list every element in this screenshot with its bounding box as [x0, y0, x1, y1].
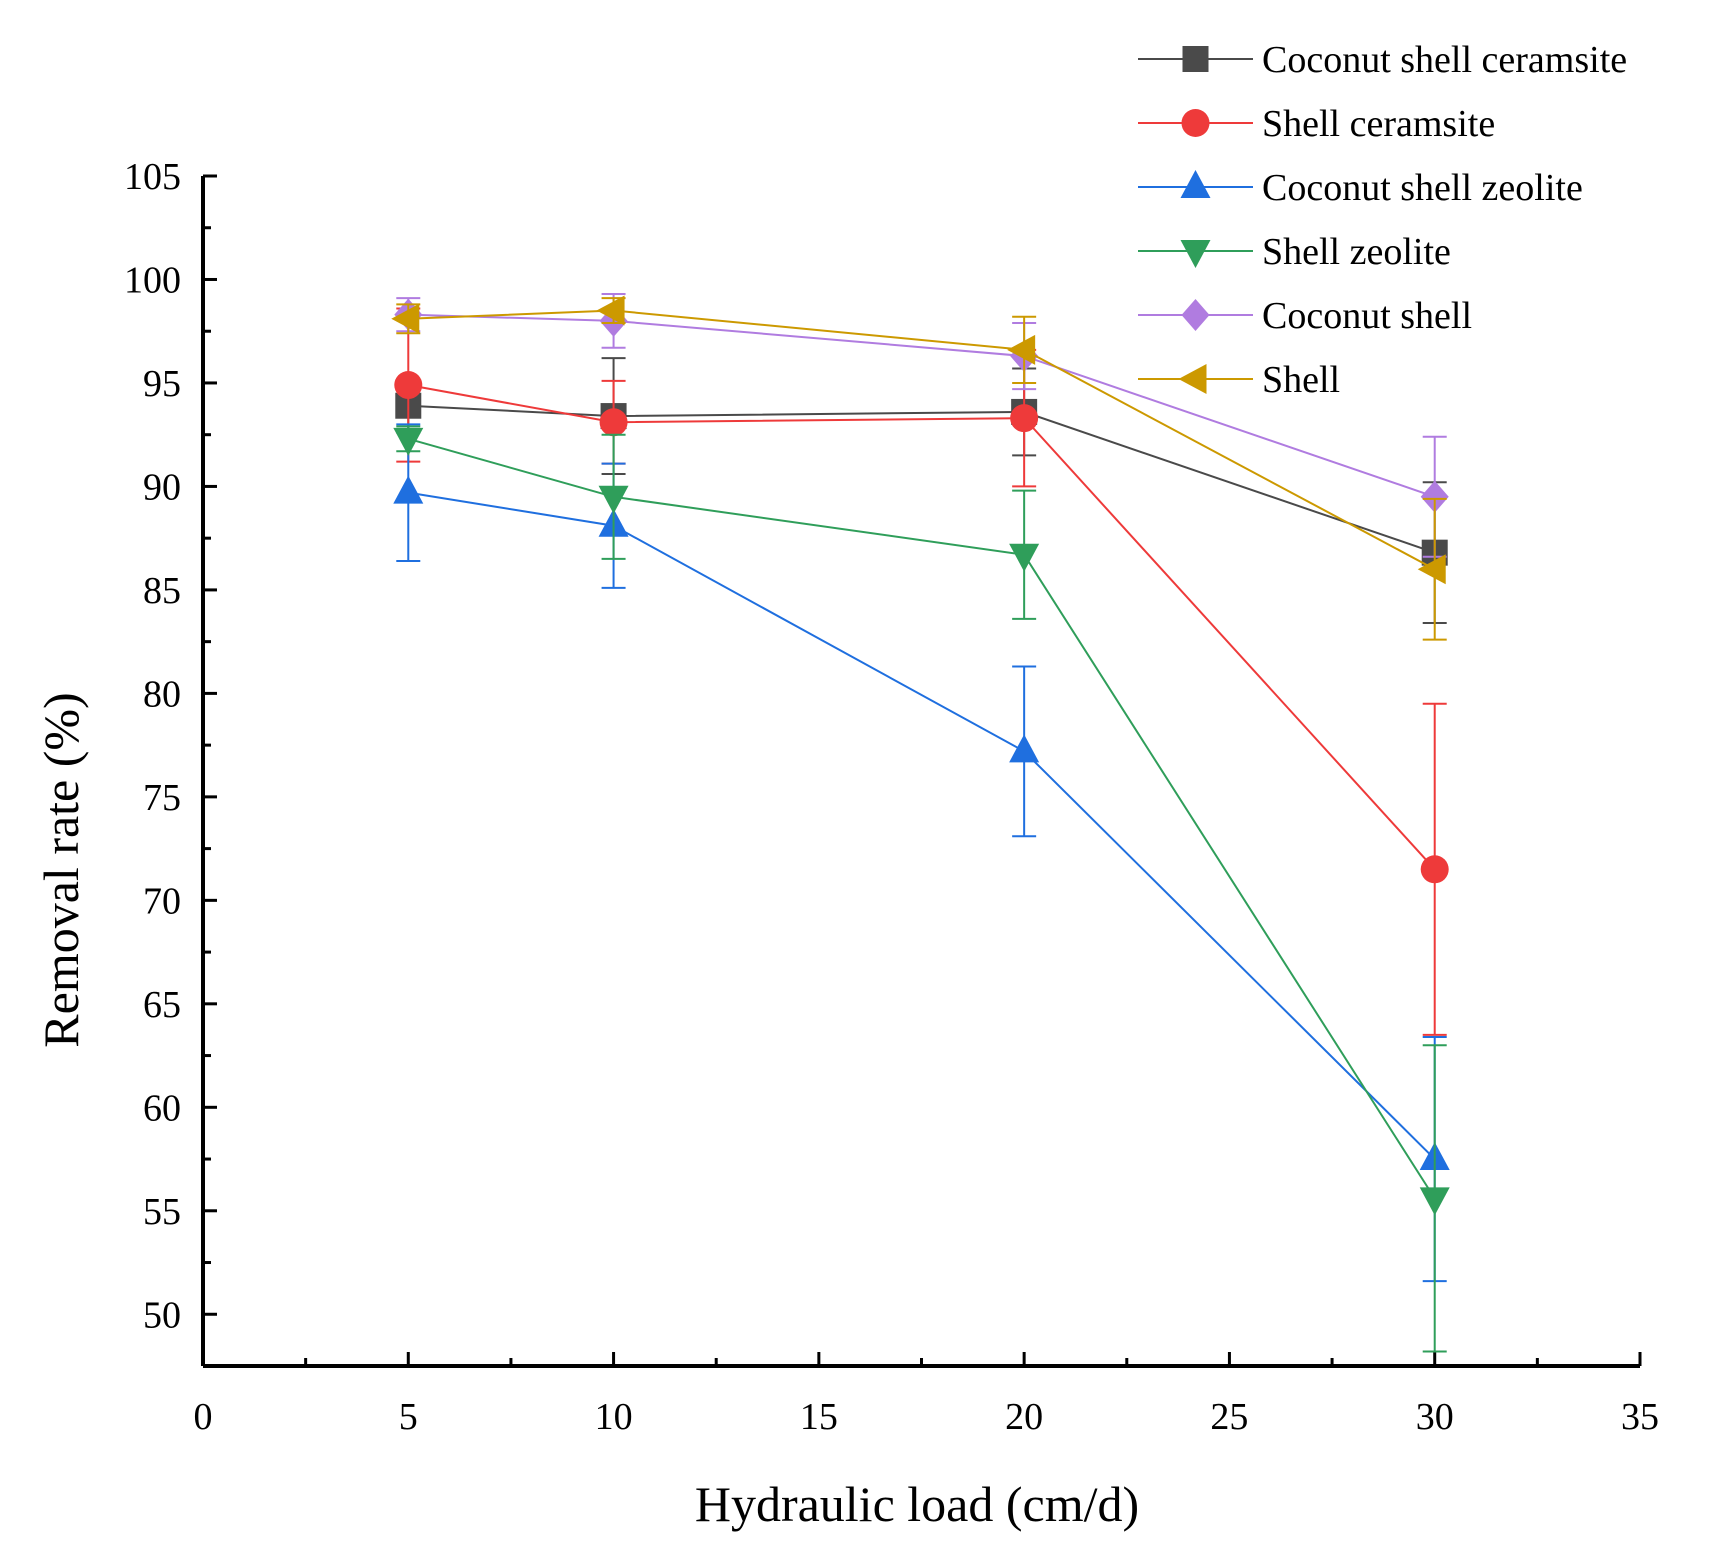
series-line	[408, 384, 1436, 870]
legend-marker	[1181, 109, 1210, 137]
y-tick-label: 100	[124, 259, 181, 301]
data-point	[393, 427, 424, 456]
x-tick-label: 30	[1416, 1396, 1454, 1438]
y-tick-label: 75	[143, 777, 181, 819]
y-axis-title: Removal rate (%)	[33, 692, 89, 1047]
legend: Coconut shell ceramsite Shell ceramsite Co…	[1138, 39, 1627, 401]
legend-label: Coconut shell zeolite	[1262, 167, 1583, 209]
legend-marker	[1180, 240, 1211, 268]
legend-item: Shell ceramsite	[1138, 103, 1495, 145]
legend-marker	[1180, 170, 1211, 198]
y-tick-label: 90	[143, 466, 181, 508]
series-line	[408, 437, 1436, 1199]
x-tick-label: 35	[1621, 1396, 1659, 1438]
series-coconut-shell-zeolite	[393, 423, 1450, 1283]
series-layer	[391, 292, 1450, 1353]
legend-label: Shell zeolite	[1262, 231, 1451, 273]
data-point	[599, 408, 628, 437]
x-tick-label: 0	[194, 1396, 213, 1438]
y-tick-label: 105	[124, 156, 181, 198]
y-tick-label: 95	[143, 363, 181, 405]
legend-marker	[1181, 299, 1210, 331]
series-line	[408, 491, 1436, 1160]
data-point	[1420, 855, 1449, 884]
series-line	[408, 404, 1436, 554]
data-point	[1417, 554, 1446, 585]
legend-label: Shell	[1262, 359, 1340, 401]
data-point	[1420, 480, 1449, 513]
data-point	[1010, 404, 1039, 433]
legend-label: Coconut shell	[1262, 295, 1472, 337]
legend-item: Shell zeolite	[1138, 231, 1451, 273]
y-tick-label: 70	[143, 880, 181, 922]
data-point	[596, 295, 625, 326]
x-tick-label: 10	[595, 1396, 633, 1438]
legend-label: Coconut shell ceramsite	[1262, 39, 1627, 81]
data-point	[393, 475, 424, 504]
data-point	[1009, 543, 1040, 572]
data-point	[394, 371, 423, 400]
legend-marker	[1182, 46, 1209, 72]
legend-item: Shell	[1138, 359, 1340, 401]
data-point	[1007, 334, 1036, 365]
data-point	[1009, 734, 1040, 763]
y-tick-label: 80	[143, 673, 181, 715]
x-tick-label: 25	[1210, 1396, 1248, 1438]
legend-marker	[1178, 364, 1207, 394]
legend-item: Coconut shell ceramsite	[1138, 39, 1627, 81]
y-tick-label: 60	[143, 1087, 181, 1129]
series-line	[408, 309, 1436, 571]
x-tick-label: 20	[1005, 1396, 1043, 1438]
data-point	[1419, 1187, 1450, 1216]
y-tick-label: 50	[143, 1294, 181, 1336]
series-shell-ceramsite	[394, 307, 1449, 1036]
legend-label: Shell ceramsite	[1262, 103, 1495, 145]
y-tick-label: 65	[143, 984, 181, 1026]
x-tick-label: 5	[399, 1396, 418, 1438]
series-line	[408, 313, 1436, 498]
data-point	[598, 485, 629, 514]
legend-item: Coconut shell zeolite	[1138, 167, 1583, 209]
series-shell-zeolite	[393, 425, 1450, 1353]
axes: 50 55 60 65 70 75 80 85 90 95 100 105 0 5 10 15 20 25 30 35	[124, 156, 1659, 1438]
labels-layer: Hydraulic load (cm/d) Removal rate (%)	[33, 692, 1139, 1532]
x-axis-title: Hydraulic load (cm/d)	[695, 1476, 1139, 1532]
data-point	[391, 303, 420, 334]
series-shell	[391, 295, 1447, 641]
y-tick-label: 55	[143, 1191, 181, 1233]
y-tick-label: 85	[143, 570, 181, 612]
legend-item: Coconut shell	[1138, 295, 1472, 337]
x-tick-label: 15	[800, 1396, 838, 1438]
